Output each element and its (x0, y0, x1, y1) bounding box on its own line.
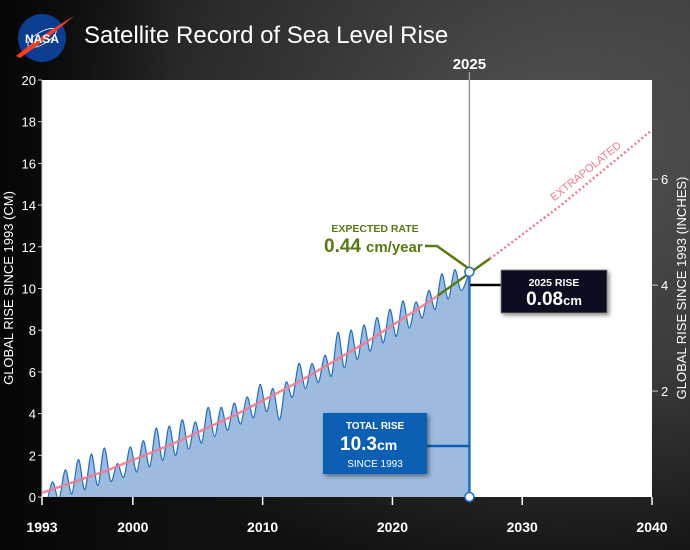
sea-level-line (42, 269, 470, 497)
x-tick-label: 2040 (636, 519, 667, 535)
total-rise-value-text: 10.3cm (340, 434, 397, 455)
y-tick-label: 6 (29, 365, 36, 380)
y-tick-label: 20 (22, 73, 36, 88)
expected-rate-annotation: EXPECTED RATE 0.44 cm/year (324, 223, 469, 270)
marker-year-label: 2025 (453, 56, 486, 73)
total-rise-value: 10.3 (340, 434, 377, 455)
total-rise-sub: SINCE 1993 (347, 459, 403, 470)
x-tick-label: 1993 (26, 519, 57, 535)
chart-title: Satellite Record of Sea Level Rise (84, 22, 448, 49)
y-axis-title-right: GLOBAL RISE SINCE 1993 (INCHES) (674, 177, 689, 400)
year-rise-value-text: 0.08cm (526, 289, 582, 310)
nasa-logo: NASA (16, 14, 74, 62)
y-tick-label: 12 (22, 240, 36, 255)
y-tick-label: 16 (22, 156, 36, 171)
year-rise-unit: cm (563, 293, 582, 308)
expected-rate-tangent (437, 257, 491, 297)
y-tick-label: 8 (29, 323, 36, 338)
record-start-marker (464, 491, 475, 503)
x-tick-label: 2000 (117, 519, 148, 535)
x-tick-label: 2020 (377, 519, 408, 535)
expected-rate-value-text: 0.44 cm/year (324, 236, 423, 257)
total-rise-annotation: TOTAL RISE 10.3cm SINCE 1993 (323, 413, 470, 474)
x-tick-label: 2030 (507, 519, 538, 535)
total-rise-unit: cm (377, 437, 397, 453)
total-rise-box (323, 413, 427, 474)
trend-line-observed (42, 294, 439, 495)
expected-rate-label: EXPECTED RATE (331, 223, 418, 235)
x-tick-label: 2010 (247, 519, 278, 535)
y-right-tick-label: 2 (661, 384, 668, 399)
year-rise-box (500, 269, 608, 314)
expected-rate-value: 0.44 (324, 236, 361, 257)
y-tick-label: 0 (29, 490, 36, 505)
y-tick-label: 18 (22, 115, 36, 130)
y-right-tick-label: 4 (661, 278, 668, 293)
y-axis-title-left: GLOBAL RISE SINCE 1993 (CM) (1, 191, 16, 385)
year-rise-label: 2025 RISE (529, 277, 580, 289)
total-rise-label: TOTAL RISE (346, 421, 405, 432)
year-rise-value: 0.08 (526, 289, 563, 310)
y-tick-label: 4 (29, 407, 36, 422)
expected-rate-leader (425, 244, 469, 270)
y-tick-label: 14 (22, 198, 36, 213)
y-tick-label: 2 (29, 448, 36, 463)
nasa-logo-text: NASA (25, 32, 59, 46)
expected-rate-unit: cm/year (366, 239, 423, 256)
trend-line-extrapolated (489, 129, 652, 260)
y-tick-label: 10 (22, 282, 36, 297)
y-right-tick-label: 6 (661, 172, 668, 187)
record-end-marker (464, 266, 475, 278)
year-rise-annotation: 2025 RISE 0.08cm (470, 269, 608, 314)
